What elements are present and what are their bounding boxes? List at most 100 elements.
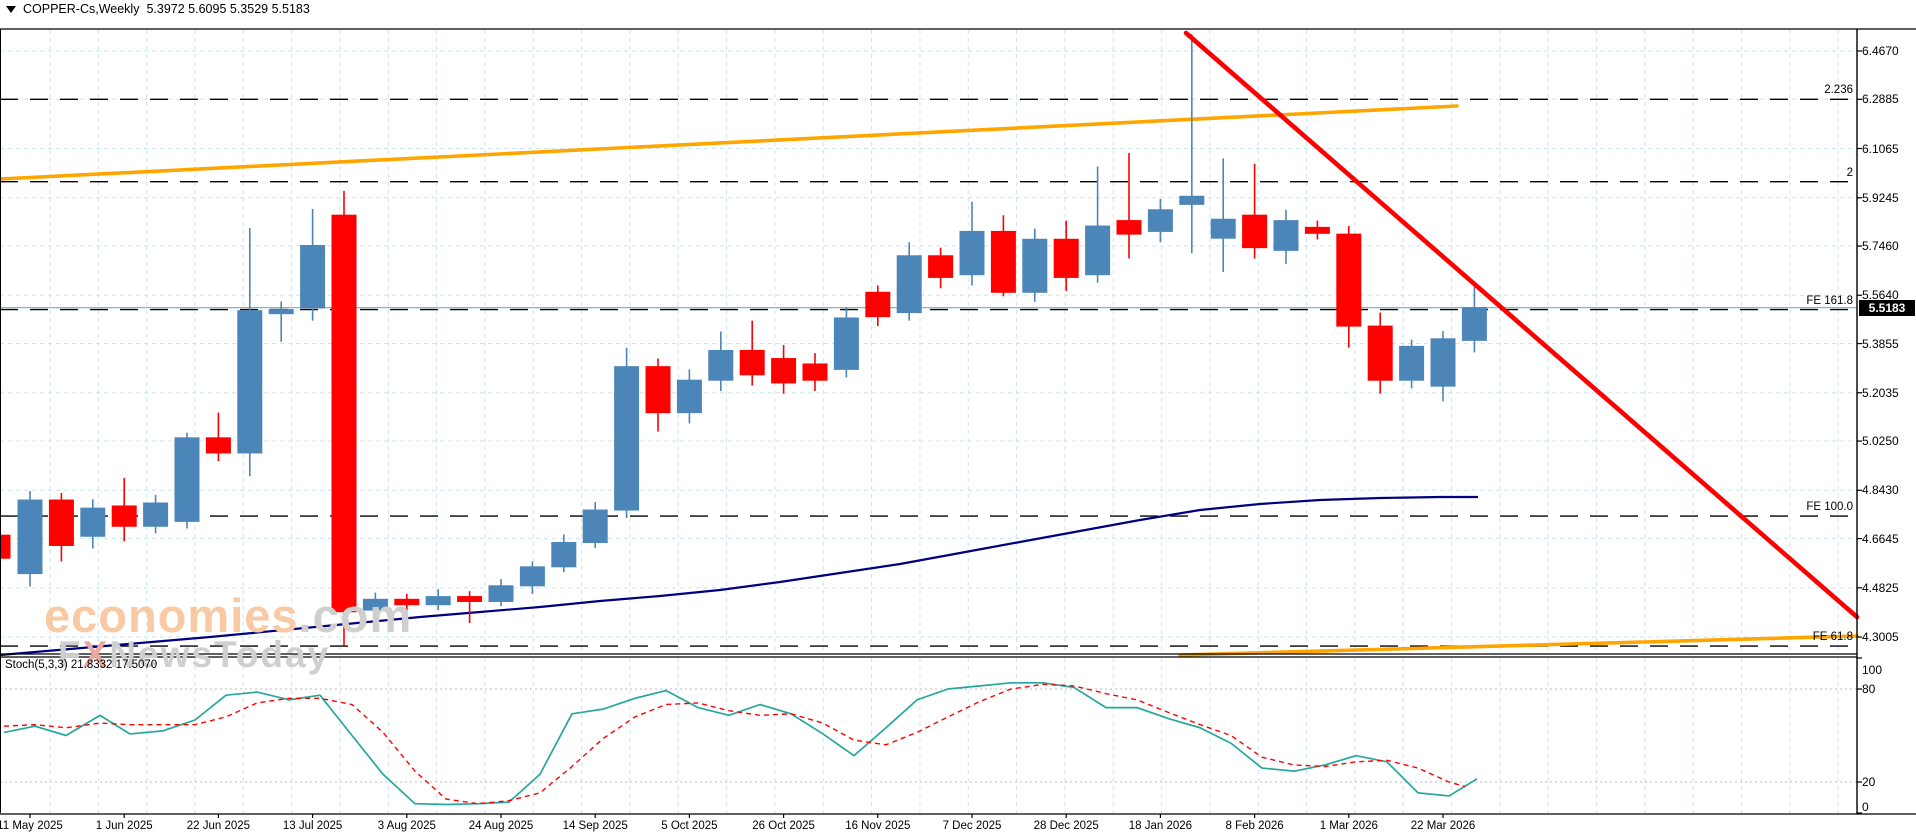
price-axis-label: 6.1065	[1862, 141, 1899, 156]
price-axis-label: 4.6645	[1862, 531, 1899, 546]
candle-up	[833, 317, 859, 370]
orange-trendline-lower[interactable]	[1178, 634, 1859, 657]
stoch-axis-label: 20	[1862, 775, 1876, 789]
candle-up	[1022, 238, 1048, 293]
candle-up	[80, 507, 106, 537]
date-axis-label: 7 Dec 2025	[942, 820, 1002, 832]
candle-down	[1053, 238, 1079, 278]
candle-down	[865, 291, 891, 318]
candle-down	[457, 596, 483, 602]
date-axis-label: 1 Mar 2026	[1319, 820, 1378, 832]
fib-level-label: FE 161.8	[1806, 294, 1853, 307]
candle-up	[237, 310, 263, 454]
candle-up	[582, 509, 608, 543]
date-axis-label: 22 Jun 2025	[186, 820, 251, 832]
candle-down	[1336, 233, 1362, 327]
candle-up	[896, 255, 922, 314]
date-axis-label: 3 Aug 2025	[377, 820, 436, 832]
symbol-dropdown-icon[interactable]	[6, 6, 16, 13]
fib-level-label: 2.236	[1824, 84, 1853, 97]
fib-level-label: FE 100.0	[1806, 501, 1853, 514]
stoch-signal-line	[3, 683, 1466, 805]
stoch-axis-label: 0	[1862, 800, 1869, 814]
price-axis-label: 5.0250	[1862, 434, 1899, 449]
date-axis-label: 18 Jan 2026	[1128, 820, 1193, 832]
candle-down	[1116, 220, 1142, 235]
date-axis-label: 13 Jul 2025	[282, 820, 343, 832]
candle-down	[48, 499, 74, 546]
candle-down	[331, 214, 357, 613]
candle-up	[174, 437, 200, 522]
date-axis-label: 11 May 2025	[0, 820, 63, 832]
stoch-main-line	[3, 681, 1478, 806]
date-axis-label: 16 Nov 2025	[845, 820, 911, 832]
date-axis-label: 28 Dec 2025	[1033, 820, 1099, 832]
price-axis-label: 4.3005	[1862, 630, 1899, 645]
candle-up	[1085, 225, 1111, 276]
title-ohlc-values: 5.3972 5.6095 5.3529 5.5183	[146, 2, 310, 16]
price-axis-label: 5.5640	[1862, 288, 1899, 303]
candle-down	[205, 437, 231, 454]
orange-trendline-upper[interactable]	[0, 104, 1459, 181]
candle-down	[990, 230, 1016, 293]
candle-up	[1210, 218, 1236, 239]
price-axis-label: 4.8430	[1862, 483, 1899, 498]
candle-down	[394, 598, 420, 606]
candle-up	[1273, 220, 1299, 251]
price-axis-label: 5.9245	[1862, 190, 1899, 205]
price-axis-label: 5.7460	[1862, 239, 1899, 254]
candle-down	[0, 534, 11, 559]
red-trendline[interactable]	[1183, 30, 1860, 620]
candle-up	[708, 349, 734, 381]
candle-down	[1242, 214, 1268, 249]
candle-up	[1430, 338, 1456, 387]
price-axis-label: 5.3855	[1862, 336, 1899, 351]
stoch-indicator-label: Stoch(5,3,3) 21.8332 17.5070	[5, 659, 158, 671]
stoch-axis-label: 100	[1862, 663, 1883, 677]
symbol-label: COPPER-Cs,Weekly	[23, 2, 140, 16]
fib-level-label: 2	[1846, 166, 1853, 179]
candle-up	[614, 366, 640, 511]
fib-level-label: FE 61.8	[1812, 631, 1853, 644]
date-axis-label: 1 Jun 2025	[95, 820, 153, 832]
candle-down	[111, 505, 137, 527]
moving-average-line	[0, 495, 1478, 657]
candle-up	[1179, 195, 1205, 205]
candle-up	[362, 598, 388, 611]
candle-down	[739, 349, 765, 376]
candle-up	[959, 230, 985, 276]
price-axis-label: 6.2885	[1862, 92, 1899, 107]
current-price-label: 5.5183	[1859, 300, 1915, 316]
candle-up	[1461, 307, 1487, 341]
candle-down	[1304, 226, 1330, 234]
price-axis-label: 6.4670	[1862, 44, 1899, 58]
candle-up	[268, 309, 294, 315]
candle-down	[1367, 325, 1393, 381]
price-axis-label: 4.4825	[1862, 580, 1899, 595]
date-axis-label: 22 Mar 2026	[1410, 820, 1476, 832]
candle-up	[488, 585, 514, 602]
candle-down	[928, 255, 954, 278]
candle-up	[425, 596, 451, 606]
chart-title: COPPER-Cs,Weekly 5.3972 5.6095 5.3529 5.…	[6, 2, 310, 16]
candle-down	[645, 366, 671, 414]
candle-up	[1147, 209, 1173, 232]
candle-up	[1399, 345, 1425, 381]
stoch-axis-label: 80	[1862, 682, 1876, 696]
date-axis-label: 14 Sep 2025	[562, 820, 628, 832]
candle-up	[551, 541, 577, 568]
date-axis-label: 5 Oct 2025	[661, 820, 718, 832]
price-axis-label: 5.2035	[1862, 385, 1899, 400]
candle-up	[143, 502, 169, 527]
candle-down	[802, 363, 828, 381]
candle-down	[771, 358, 797, 384]
date-axis-label: 8 Feb 2026	[1225, 820, 1284, 832]
candle-up	[17, 499, 43, 575]
candle-up	[519, 566, 545, 587]
date-axis-label: 24 Aug 2025	[468, 820, 534, 832]
candle-up	[676, 379, 702, 414]
date-axis-label: 26 Oct 2025	[752, 820, 815, 832]
candle-up	[300, 244, 326, 309]
